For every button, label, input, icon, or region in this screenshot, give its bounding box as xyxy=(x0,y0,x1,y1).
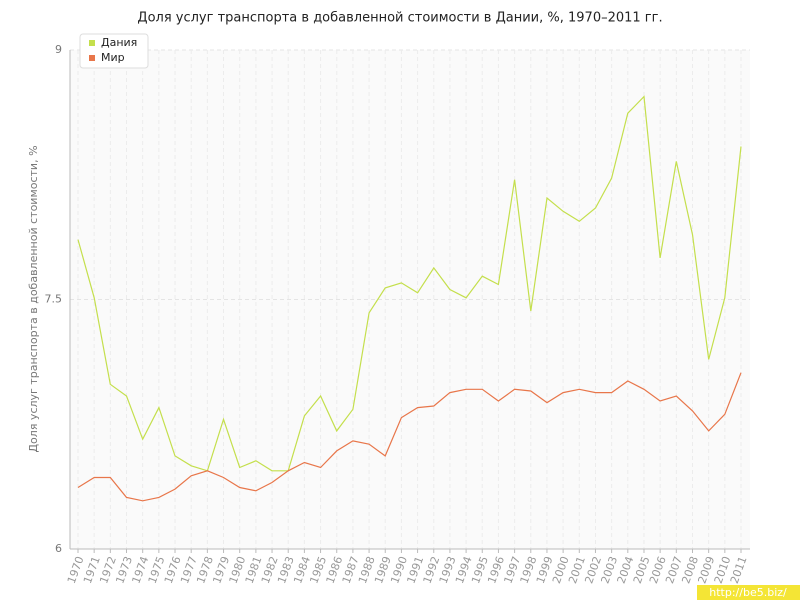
watermark-bg xyxy=(697,585,800,600)
legend-swatch xyxy=(89,55,95,61)
watermark: http://be5.biz/ xyxy=(709,586,787,599)
y-axis-label: Доля услуг транспорта в добавленной стои… xyxy=(27,145,40,452)
y-tick-label: 6 xyxy=(55,542,62,555)
legend: Дания Мир xyxy=(79,33,149,69)
series-line xyxy=(77,95,742,472)
legend-label: Мир xyxy=(101,51,125,64)
y-tick-label: 9 xyxy=(55,43,62,56)
chart-title: Доля услуг транспорта в добавленной стои… xyxy=(137,11,662,26)
y-tick-label: 7.5 xyxy=(45,293,63,306)
legend-box xyxy=(79,33,149,69)
legend-swatch xyxy=(89,40,95,46)
grid xyxy=(70,49,750,550)
series-line xyxy=(77,372,742,502)
lines xyxy=(77,95,742,502)
legend-label: Дания xyxy=(101,36,137,49)
